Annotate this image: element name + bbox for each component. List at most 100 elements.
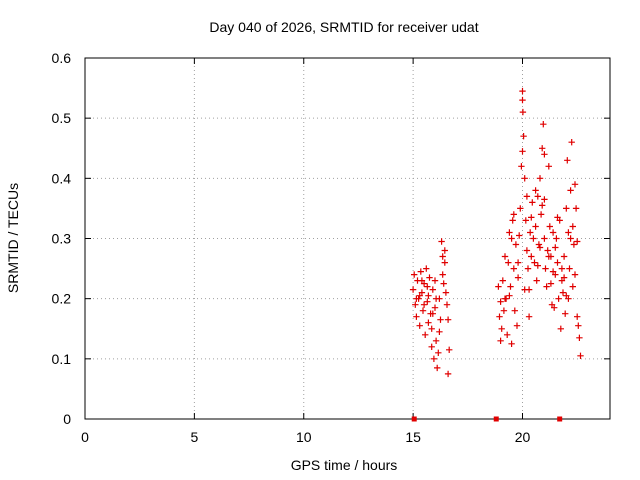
data-point (434, 364, 441, 372)
x-tick-label: 0 (81, 429, 89, 445)
data-point (541, 235, 548, 242)
data-point (535, 241, 543, 248)
x-axis-label: GPS time / hours (291, 457, 398, 473)
data-point (501, 253, 509, 260)
data-point (509, 217, 516, 224)
y-tick-label: 0.2 (52, 291, 72, 307)
y-tick-label: 0.5 (52, 110, 72, 126)
data-point (431, 304, 439, 311)
data-point (438, 238, 445, 245)
data-point (513, 322, 521, 329)
y-tick-label: 0 (63, 411, 71, 427)
zero-data-point (557, 416, 563, 422)
data-point (532, 223, 539, 230)
data-point (512, 241, 520, 248)
plot-frame (84, 57, 611, 420)
data-point (536, 175, 544, 182)
data-point (577, 352, 584, 359)
x-tick-label: 10 (296, 429, 312, 445)
data-point (544, 247, 551, 254)
data-point (547, 280, 555, 287)
data-point (545, 253, 552, 260)
data-point (413, 295, 420, 302)
data-point (495, 283, 502, 290)
data-point (569, 223, 576, 230)
data-point (412, 301, 419, 308)
data-point (558, 265, 566, 272)
data-point (504, 331, 511, 338)
data-point (444, 370, 452, 378)
zero-data-point (411, 416, 417, 422)
data-point (423, 265, 430, 272)
data-point (429, 286, 436, 293)
data-point (446, 346, 453, 353)
data-point (574, 313, 581, 320)
data-point (536, 244, 544, 251)
data-point (497, 298, 504, 305)
data-point (521, 175, 528, 182)
data-point (553, 235, 560, 242)
x-tick-label: 5 (190, 429, 198, 445)
data-point (560, 274, 568, 281)
y-tick-label: 0.4 (52, 170, 72, 186)
data-point (510, 265, 517, 272)
data-point (560, 253, 568, 260)
data-point (549, 229, 557, 236)
data-point (574, 238, 581, 245)
data-point (418, 277, 426, 284)
data-point (514, 274, 522, 281)
data-point (554, 259, 561, 266)
y-tick-label: 0.3 (52, 231, 72, 247)
zero-data-point (493, 416, 499, 422)
data-point (505, 259, 512, 266)
data-point (549, 268, 557, 275)
data-point (523, 193, 531, 200)
data-point (570, 241, 578, 248)
data-point (419, 307, 427, 314)
data-point (510, 211, 517, 218)
y-tick-label: 0.1 (52, 351, 72, 367)
data-point (411, 271, 418, 278)
data-point (563, 292, 570, 299)
data-point (525, 313, 533, 320)
data-point (517, 205, 524, 212)
data-point (432, 295, 440, 302)
data-point (559, 289, 567, 296)
data-point (432, 337, 440, 344)
data-point (437, 316, 444, 323)
data-point (511, 307, 518, 314)
data-point (529, 199, 536, 206)
data-point (507, 283, 514, 290)
data-point (567, 187, 574, 194)
data-point (522, 217, 529, 224)
data-point (532, 187, 539, 194)
data-point (541, 196, 548, 203)
y-axis-label: SRMTID / TECUs (5, 183, 21, 293)
data-point (441, 259, 448, 266)
data-point (496, 313, 503, 320)
data-point (439, 271, 446, 278)
data-point (501, 295, 509, 302)
data-point (569, 283, 576, 290)
data-point (567, 235, 574, 242)
data-point (508, 340, 515, 347)
data-point (429, 310, 436, 317)
data-point (546, 223, 553, 230)
grid-lines (85, 58, 610, 419)
data-point (426, 274, 433, 281)
data-point (572, 205, 580, 212)
data-point (420, 301, 428, 308)
data-point (440, 280, 447, 287)
data-point (443, 301, 451, 308)
data-point (409, 286, 417, 293)
data-point (428, 325, 435, 332)
data-points (409, 87, 584, 422)
data-point (528, 214, 535, 221)
data-point (571, 181, 579, 188)
data-point (425, 292, 432, 299)
data-point (545, 163, 552, 170)
data-point (555, 295, 562, 302)
data-point (552, 244, 559, 251)
x-tick-label: 20 (515, 429, 531, 445)
data-point (498, 325, 505, 332)
